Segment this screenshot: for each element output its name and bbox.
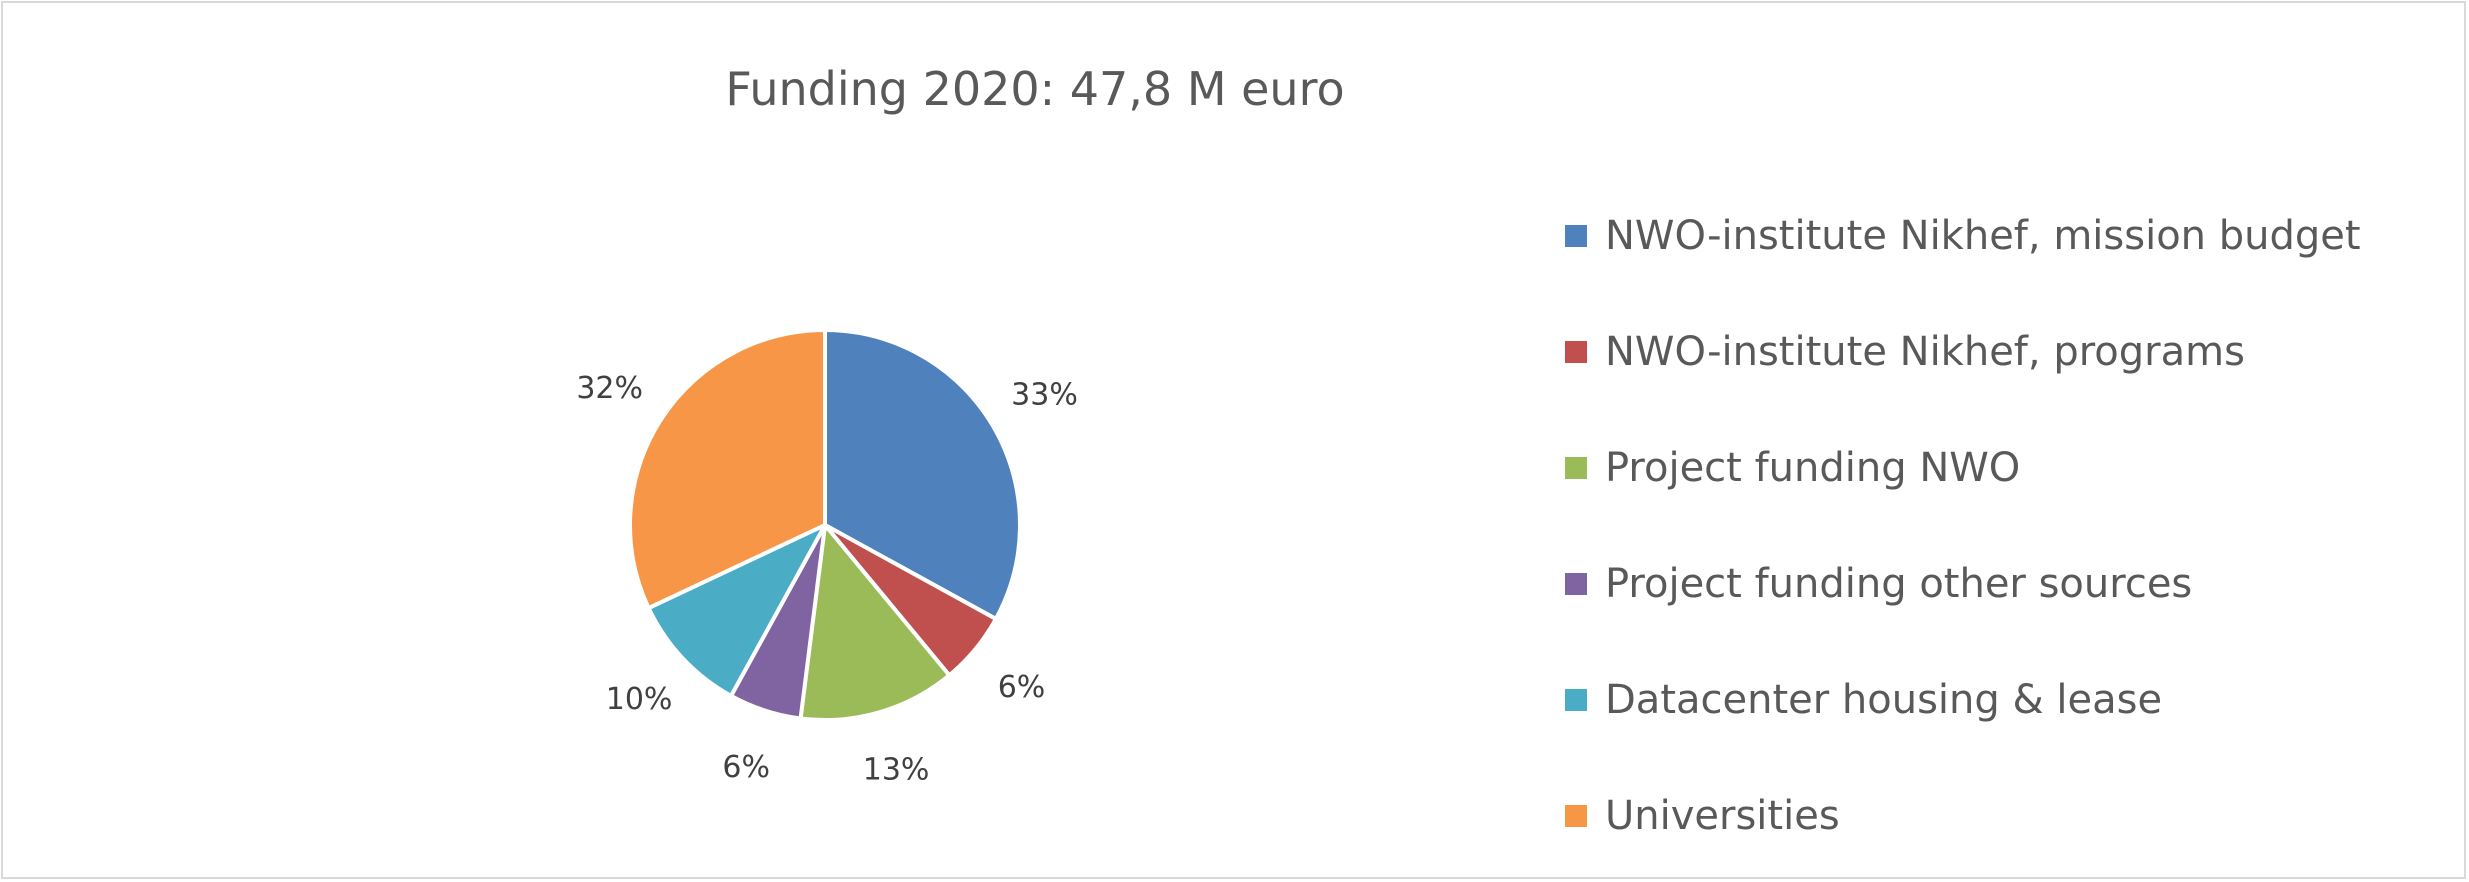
data-label-programs: 6% (998, 670, 1046, 705)
data-label-project-funding-nwo: 13% (863, 752, 930, 787)
legend-label-programs: NWO-institute Nikhef, programs (1605, 329, 2245, 375)
chart-legend: NWO-institute Nikhef, mission budget NWO-… (1565, 178, 2361, 874)
pie-slice-mission-budget (823, 328, 1022, 621)
legend-label-mission-budget: NWO-institute Nikhef, mission budget (1605, 213, 2361, 259)
data-label-datacenter: 10% (606, 682, 673, 717)
legend-swatch-mission-budget (1565, 225, 1587, 247)
legend-swatch-programs (1565, 341, 1587, 363)
legend-item-mission-budget: NWO-institute Nikhef, mission budget (1565, 178, 2361, 294)
legend-label-universities: Universities (1605, 793, 1840, 839)
legend-label-datacenter: Datacenter housing & lease (1605, 677, 2163, 723)
pie-slice-datacenter (646, 523, 827, 698)
chart-title: Funding 2020: 47,8 M euro (725, 62, 1345, 116)
pie-slice-project-funding-nwo (798, 523, 952, 722)
pie-slice-universities (628, 328, 827, 611)
legend-item-universities: Universities (1565, 758, 2361, 874)
legend-label-project-funding-other: Project funding other sources (1605, 561, 2193, 607)
legend-swatch-project-funding-nwo (1565, 457, 1587, 479)
legend-swatch-universities (1565, 805, 1587, 827)
data-label-mission-budget: 33% (1011, 378, 1078, 413)
data-label-project-funding-other: 6% (722, 750, 770, 785)
legend-item-datacenter: Datacenter housing & lease (1565, 642, 2361, 758)
legend-item-project-funding-nwo: Project funding NWO (1565, 410, 2361, 526)
legend-swatch-project-funding-other (1565, 573, 1587, 595)
legend-swatch-datacenter (1565, 689, 1587, 711)
legend-item-project-funding-other: Project funding other sources (1565, 526, 2361, 642)
legend-item-programs: NWO-institute Nikhef, programs (1565, 294, 2361, 410)
data-label-universities: 32% (576, 371, 643, 406)
legend-label-project-funding-nwo: Project funding NWO (1605, 445, 2021, 491)
